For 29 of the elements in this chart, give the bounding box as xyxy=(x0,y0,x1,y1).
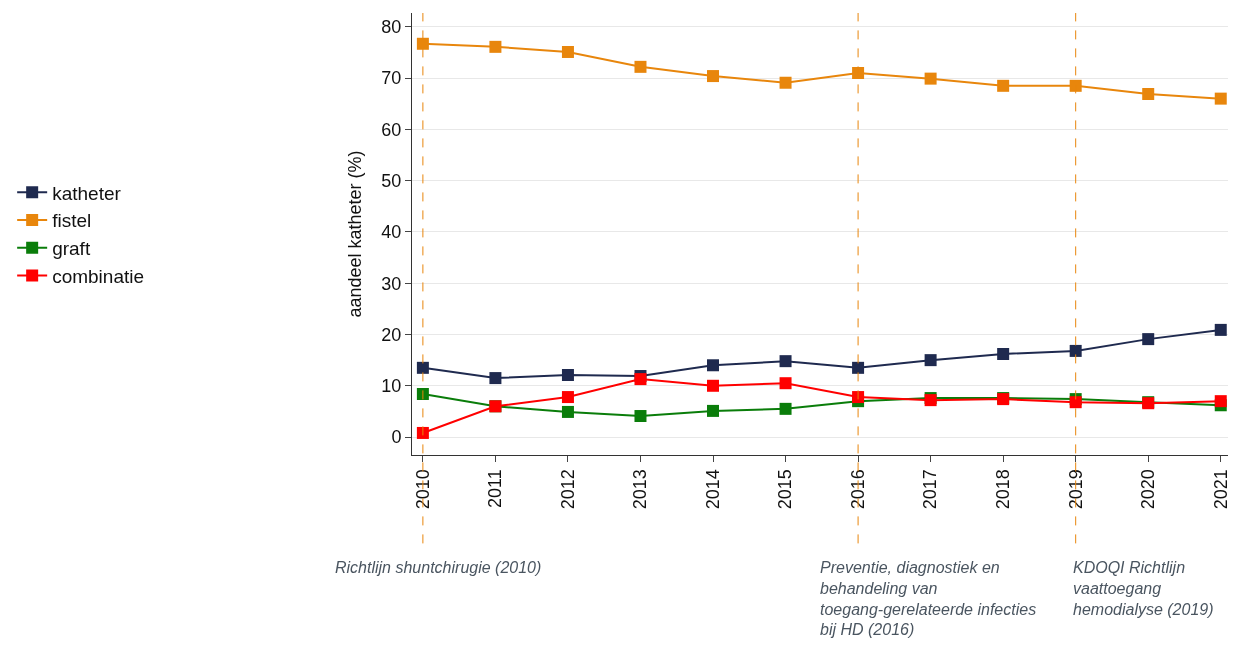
y-tick-label: 80 xyxy=(381,17,402,38)
legend-label: combinatie xyxy=(52,265,145,287)
y-tick-label: 50 xyxy=(381,170,402,191)
y-axis-title: aandeel katheter (%) xyxy=(344,150,365,318)
x-tick-label: 2010 xyxy=(412,469,433,510)
y-tick-label: 60 xyxy=(381,119,402,140)
x-tick-label: 2019 xyxy=(1065,469,1086,510)
ref-line-label: KDOQI Richtlijn vaattoegang hemodialyse (2019) xyxy=(1073,559,1214,618)
x-tick-label: 2016 xyxy=(847,469,868,510)
legend-label: katheter xyxy=(52,182,122,204)
y-tick-label: 0 xyxy=(391,427,402,448)
legend-label: graft xyxy=(52,238,91,260)
x-tick-label: 2021 xyxy=(1210,469,1231,510)
x-tick-label: 2011 xyxy=(485,469,506,508)
x-tick-label: 2020 xyxy=(1138,469,1159,510)
ref-line-label: Preventie, diagnostiek en behandeling van toegang-gerelateerde infecties bij HD (2016) xyxy=(820,559,1037,639)
x-tick-label: 2013 xyxy=(630,469,651,510)
y-tick-label: 70 xyxy=(381,68,402,89)
x-tick-label: 2014 xyxy=(702,469,723,510)
x-tick-label: 2015 xyxy=(775,469,796,510)
x-tick-label: 2017 xyxy=(920,469,941,510)
legend-label: fistel xyxy=(52,210,92,232)
ref-line-label: Richtlijn shuntchirugie (2010) xyxy=(335,559,542,576)
y-tick-label: 10 xyxy=(381,376,402,397)
y-tick-label: 40 xyxy=(381,222,402,243)
x-tick-label: 2012 xyxy=(557,469,578,510)
x-tick-label: 2018 xyxy=(993,469,1013,510)
y-tick-label: 30 xyxy=(381,273,402,294)
y-tick-label: 20 xyxy=(381,324,402,345)
